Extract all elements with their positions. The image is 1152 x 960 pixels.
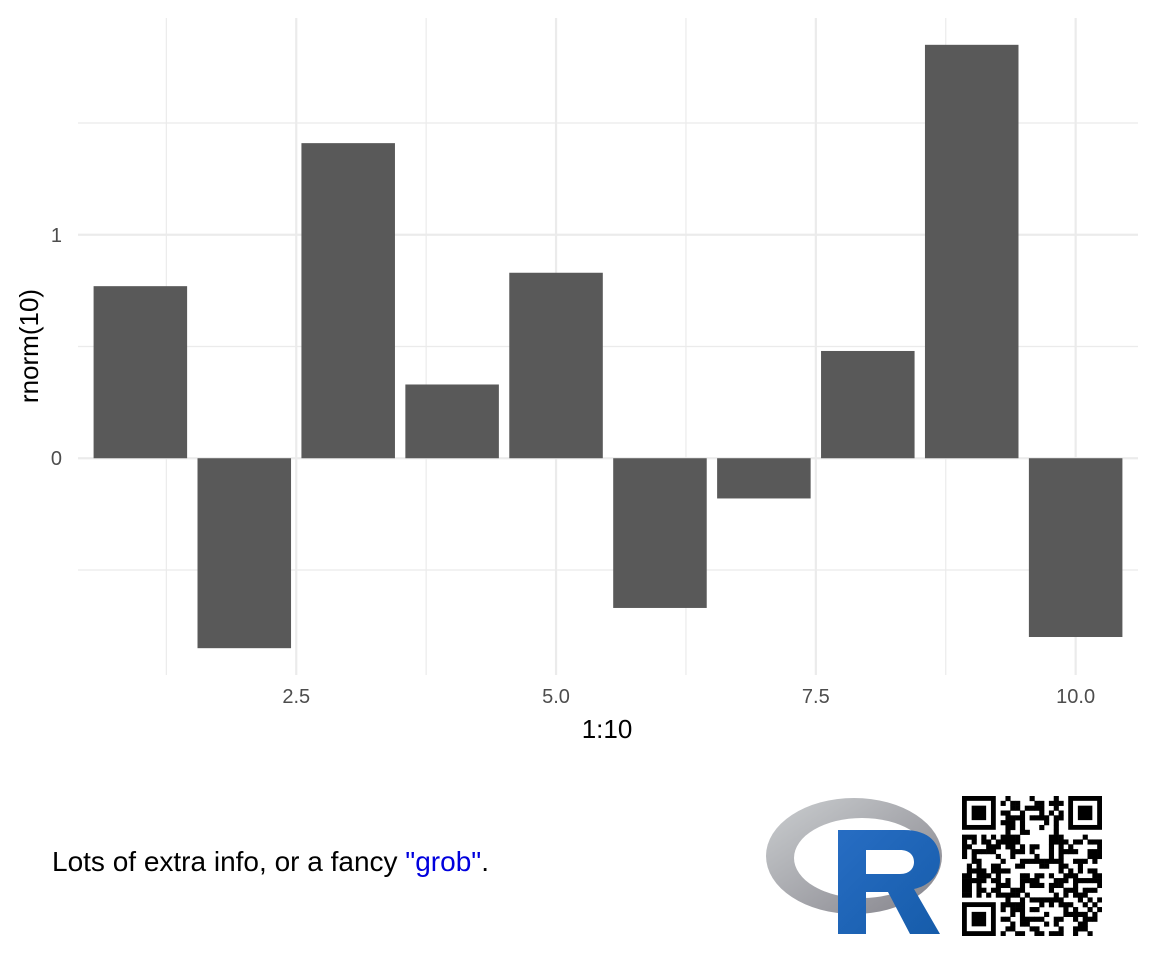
caption-end: . xyxy=(481,846,489,877)
y-tick-label: 0 xyxy=(51,448,62,470)
x-tick-label: 7.5 xyxy=(802,686,830,708)
x-tick-label: 10.0 xyxy=(1056,686,1095,708)
caption-text: Lots of extra info, or a fancy xyxy=(52,846,406,877)
caption-highlight: "grob" xyxy=(405,846,482,877)
x-tick-labels: 2.5 5.0 7.5 10.0 xyxy=(282,686,1095,708)
x-tick-label: 2.5 xyxy=(282,686,310,708)
x-axis-title: 1:10 xyxy=(582,714,633,744)
y-tick-label: 1 xyxy=(51,225,62,247)
bars xyxy=(93,44,1123,649)
bar-chart: 01 2.5 5.0 7.5 10.0 1:10 rnorm(10) xyxy=(14,18,1138,744)
bar-5 xyxy=(509,272,603,459)
bar-8 xyxy=(821,350,915,459)
bar-3 xyxy=(301,143,395,459)
bar-7 xyxy=(717,458,811,499)
x-tick-label: 5.0 xyxy=(542,686,570,708)
bar-1 xyxy=(93,286,188,459)
y-axis-title: rnorm(10) xyxy=(14,289,44,403)
bar-6 xyxy=(613,458,707,608)
qr-code-icon xyxy=(962,796,1102,936)
bar-4 xyxy=(405,384,499,459)
bar-10 xyxy=(1028,458,1123,638)
bar-9 xyxy=(924,44,1019,459)
caption: Lots of extra info, or a fancy "grob". xyxy=(52,846,489,878)
r-logo xyxy=(766,798,942,934)
bar-2 xyxy=(197,458,292,649)
y-tick-labels: 01 xyxy=(51,225,62,470)
